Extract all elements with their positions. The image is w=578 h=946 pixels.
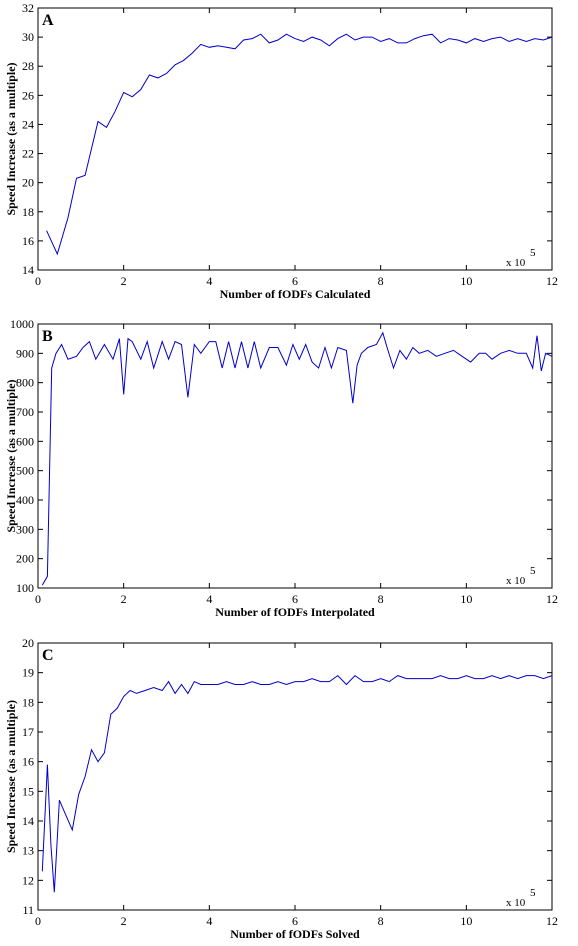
y-axis-label: Speed Increase (as a multiple) [4,379,18,532]
plot-frame [37,7,553,271]
y-tick-label: 200 [16,552,34,566]
y-tick-label: 400 [16,493,34,507]
y-tick-label: 16 [22,234,34,248]
y-tick-label: 700 [16,405,34,419]
y-tick-label: 18 [22,205,34,219]
x-multiplier-base: x 10 [506,897,526,909]
y-tick-label: 100 [16,581,34,595]
y-tick-label: 800 [16,376,34,390]
x-tick-label: 2 [121,592,127,606]
x-tick-label: 2 [121,274,127,288]
y-tick-label: 24 [22,117,34,131]
y-tick-label: 28 [22,59,34,73]
y-axis-label: Speed Increase (as a multiple) [4,700,18,853]
x-tick-label: 8 [378,592,384,606]
y-tick-label: 17 [22,725,34,739]
x-tick-label: 6 [292,592,298,606]
y-axis-label: Speed Increase (as a multiple) [4,62,18,215]
y-tick-label: 900 [16,346,34,360]
y-tick-label: 12 [22,873,34,887]
y-tick-label: 14 [22,263,34,277]
series-line [46,33,553,256]
plot-frame [37,323,553,589]
y-tick-label: 32 [22,1,34,15]
x-multiplier-exponent: 5 [530,565,536,577]
y-tick-label: 18 [22,695,34,709]
panel-label: A [42,12,54,29]
plot-frame [37,642,553,911]
x-axis-label: Number of fODFs Interpolated [215,605,375,619]
series-line [41,331,553,586]
x-tick-label: 12 [546,592,558,606]
y-tick-label: 11 [22,903,34,917]
x-tick-label: 12 [546,914,558,928]
panel-label: C [42,647,54,664]
y-tick-label: 19 [22,666,34,680]
x-tick-label: 4 [206,274,212,288]
y-tick-label: 16 [22,755,34,769]
y-tick-label: 14 [22,814,34,828]
x-tick-label: 6 [292,914,298,928]
panel-label: B [42,328,53,345]
y-tick-label: 22 [22,147,34,161]
x-tick-label: 10 [460,592,472,606]
y-tick-label: 15 [22,784,34,798]
y-tick-label: 500 [16,464,34,478]
x-tick-label: 2 [121,914,127,928]
x-axis-label: Number of fODFs Calculated [220,287,371,301]
x-tick-label: 10 [460,914,472,928]
x-tick-label: 0 [35,592,41,606]
series-line [41,674,553,893]
x-axis-label: Number of fODFs Solved [230,927,360,941]
x-tick-label: 4 [206,914,212,928]
x-tick-label: 8 [378,914,384,928]
y-tick-label: 20 [22,636,34,650]
y-tick-label: 30 [22,30,34,44]
y-tick-label: 26 [22,88,34,102]
x-tick-label: 8 [378,274,384,288]
y-tick-label: 13 [22,844,34,858]
x-tick-label: 0 [35,914,41,928]
x-tick-label: 0 [35,274,41,288]
x-multiplier-base: x 10 [506,575,526,587]
x-tick-label: 12 [546,274,558,288]
y-tick-label: 600 [16,434,34,448]
x-tick-label: 4 [206,592,212,606]
y-tick-label: 20 [22,176,34,190]
x-tick-label: 6 [292,274,298,288]
x-multiplier-exponent: 5 [530,247,536,259]
y-tick-label: 300 [16,522,34,536]
y-tick-label: 1000 [10,317,34,331]
x-multiplier-exponent: 5 [530,887,536,899]
x-tick-label: 10 [460,274,472,288]
x-multiplier-base: x 10 [506,257,526,269]
